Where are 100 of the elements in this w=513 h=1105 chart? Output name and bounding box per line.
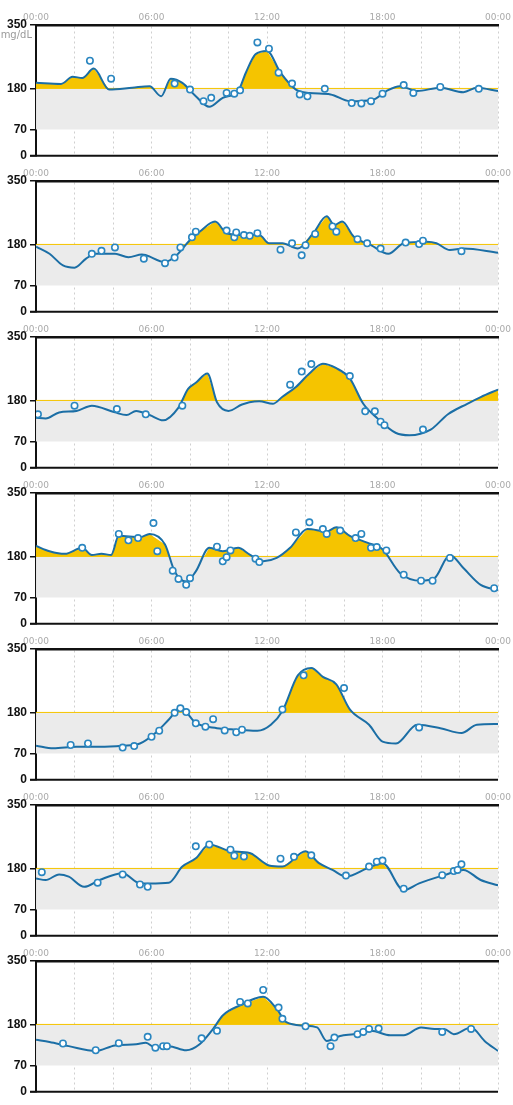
x-tick-label: 18:00 xyxy=(369,479,396,490)
x-tick-label: 12:00 xyxy=(254,947,281,958)
x-tick-label: 06:00 xyxy=(138,791,165,802)
point xyxy=(274,68,283,77)
y-tick-label: 70 xyxy=(13,1057,28,1072)
point xyxy=(417,576,426,585)
point xyxy=(232,228,241,237)
point xyxy=(191,719,200,728)
point xyxy=(58,1039,67,1048)
point xyxy=(351,534,360,543)
point xyxy=(401,238,410,247)
point xyxy=(174,574,183,583)
point xyxy=(380,421,389,430)
y-tick-label: 70 xyxy=(13,121,28,136)
point xyxy=(278,1014,287,1023)
point xyxy=(436,82,445,91)
point xyxy=(357,99,366,108)
y-tick-label: 0 xyxy=(20,928,28,943)
point xyxy=(378,89,387,98)
point xyxy=(168,566,177,575)
line-series xyxy=(36,215,499,269)
x-tick-label: 18:00 xyxy=(369,323,396,334)
point xyxy=(97,246,106,255)
y-tick-label: 70 xyxy=(13,901,28,916)
point xyxy=(239,852,248,861)
point xyxy=(222,226,231,235)
point xyxy=(232,728,241,737)
point xyxy=(457,860,466,869)
point xyxy=(322,529,331,538)
point xyxy=(151,1043,160,1052)
x-tick-label: 06:00 xyxy=(138,11,165,22)
point xyxy=(299,671,308,680)
point xyxy=(370,407,379,416)
y-tick-label: 0 xyxy=(20,304,28,319)
point xyxy=(276,854,285,863)
point xyxy=(264,44,273,53)
point xyxy=(366,97,375,106)
point xyxy=(91,1046,100,1055)
point xyxy=(118,743,127,752)
point xyxy=(418,236,427,245)
point xyxy=(378,856,387,865)
point xyxy=(374,1024,383,1033)
point xyxy=(187,233,196,242)
point xyxy=(415,723,424,732)
point xyxy=(37,868,46,877)
point xyxy=(222,88,231,97)
point xyxy=(85,56,94,65)
point xyxy=(66,740,75,749)
point xyxy=(291,528,300,537)
x-tick-label: 18:00 xyxy=(369,167,396,178)
point xyxy=(155,726,164,735)
x-tick-label: 12:00 xyxy=(254,635,281,646)
y-tick-label: 70 xyxy=(13,433,28,448)
point xyxy=(70,401,79,410)
point xyxy=(112,405,121,414)
point xyxy=(199,97,208,106)
point xyxy=(307,360,316,369)
point xyxy=(303,92,312,101)
y-tick-label: 70 xyxy=(13,745,28,760)
point xyxy=(457,247,466,256)
x-tick-label: 00:00 xyxy=(485,635,512,646)
point xyxy=(259,985,268,994)
point xyxy=(372,857,381,866)
point xyxy=(191,227,200,236)
point xyxy=(243,999,252,1008)
y-tick-label: 0 xyxy=(20,1084,28,1099)
x-tick-label: 06:00 xyxy=(138,323,165,334)
point xyxy=(474,84,483,93)
x-tick-label: 12:00 xyxy=(254,479,281,490)
x-tick-label: 12:00 xyxy=(254,323,281,334)
point xyxy=(87,249,96,258)
point xyxy=(445,553,454,562)
point xyxy=(365,862,374,871)
y-tick-label: 0 xyxy=(20,148,28,163)
point xyxy=(236,997,245,1006)
y-tick-label: 0 xyxy=(20,460,28,475)
line-series xyxy=(36,362,499,437)
y-tick-label: 180 xyxy=(6,236,28,251)
x-tick-label: 00:00 xyxy=(485,323,512,334)
point xyxy=(409,88,418,97)
x-tick-label: 18:00 xyxy=(369,947,396,958)
point xyxy=(110,243,119,252)
x-tick-label: 12:00 xyxy=(254,791,281,802)
x-tick-label: 06:00 xyxy=(138,479,165,490)
point xyxy=(286,380,295,389)
point xyxy=(340,684,349,693)
point xyxy=(341,871,350,880)
point xyxy=(288,79,297,88)
y-tick-label: 0 xyxy=(20,616,28,631)
point xyxy=(141,410,150,419)
point xyxy=(147,732,156,741)
x-tick-label: 06:00 xyxy=(138,167,165,178)
x-tick-label: 00:00 xyxy=(485,11,512,22)
point xyxy=(182,708,191,717)
y-tick-label: 70 xyxy=(13,589,28,604)
point xyxy=(366,543,375,552)
point xyxy=(418,425,427,434)
point xyxy=(297,367,306,376)
point xyxy=(161,259,169,268)
point xyxy=(328,222,337,231)
